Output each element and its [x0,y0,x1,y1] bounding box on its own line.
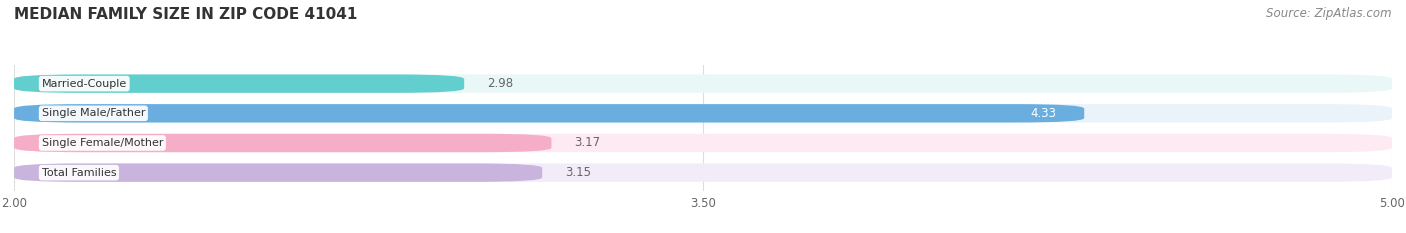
FancyBboxPatch shape [14,134,1392,152]
Text: 2.98: 2.98 [486,77,513,90]
FancyBboxPatch shape [14,134,551,152]
FancyBboxPatch shape [14,104,1392,123]
FancyBboxPatch shape [14,74,464,93]
Text: Single Female/Mother: Single Female/Mother [42,138,163,148]
FancyBboxPatch shape [14,164,1392,182]
Text: 3.17: 3.17 [575,137,600,150]
FancyBboxPatch shape [14,74,1392,93]
Text: 3.15: 3.15 [565,166,591,179]
Text: Single Male/Father: Single Male/Father [42,108,145,118]
Text: Total Families: Total Families [42,168,117,178]
Text: Married-Couple: Married-Couple [42,79,127,89]
Text: Source: ZipAtlas.com: Source: ZipAtlas.com [1267,7,1392,20]
FancyBboxPatch shape [14,164,543,182]
FancyBboxPatch shape [14,104,1084,123]
Text: 4.33: 4.33 [1031,107,1057,120]
Text: MEDIAN FAMILY SIZE IN ZIP CODE 41041: MEDIAN FAMILY SIZE IN ZIP CODE 41041 [14,7,357,22]
